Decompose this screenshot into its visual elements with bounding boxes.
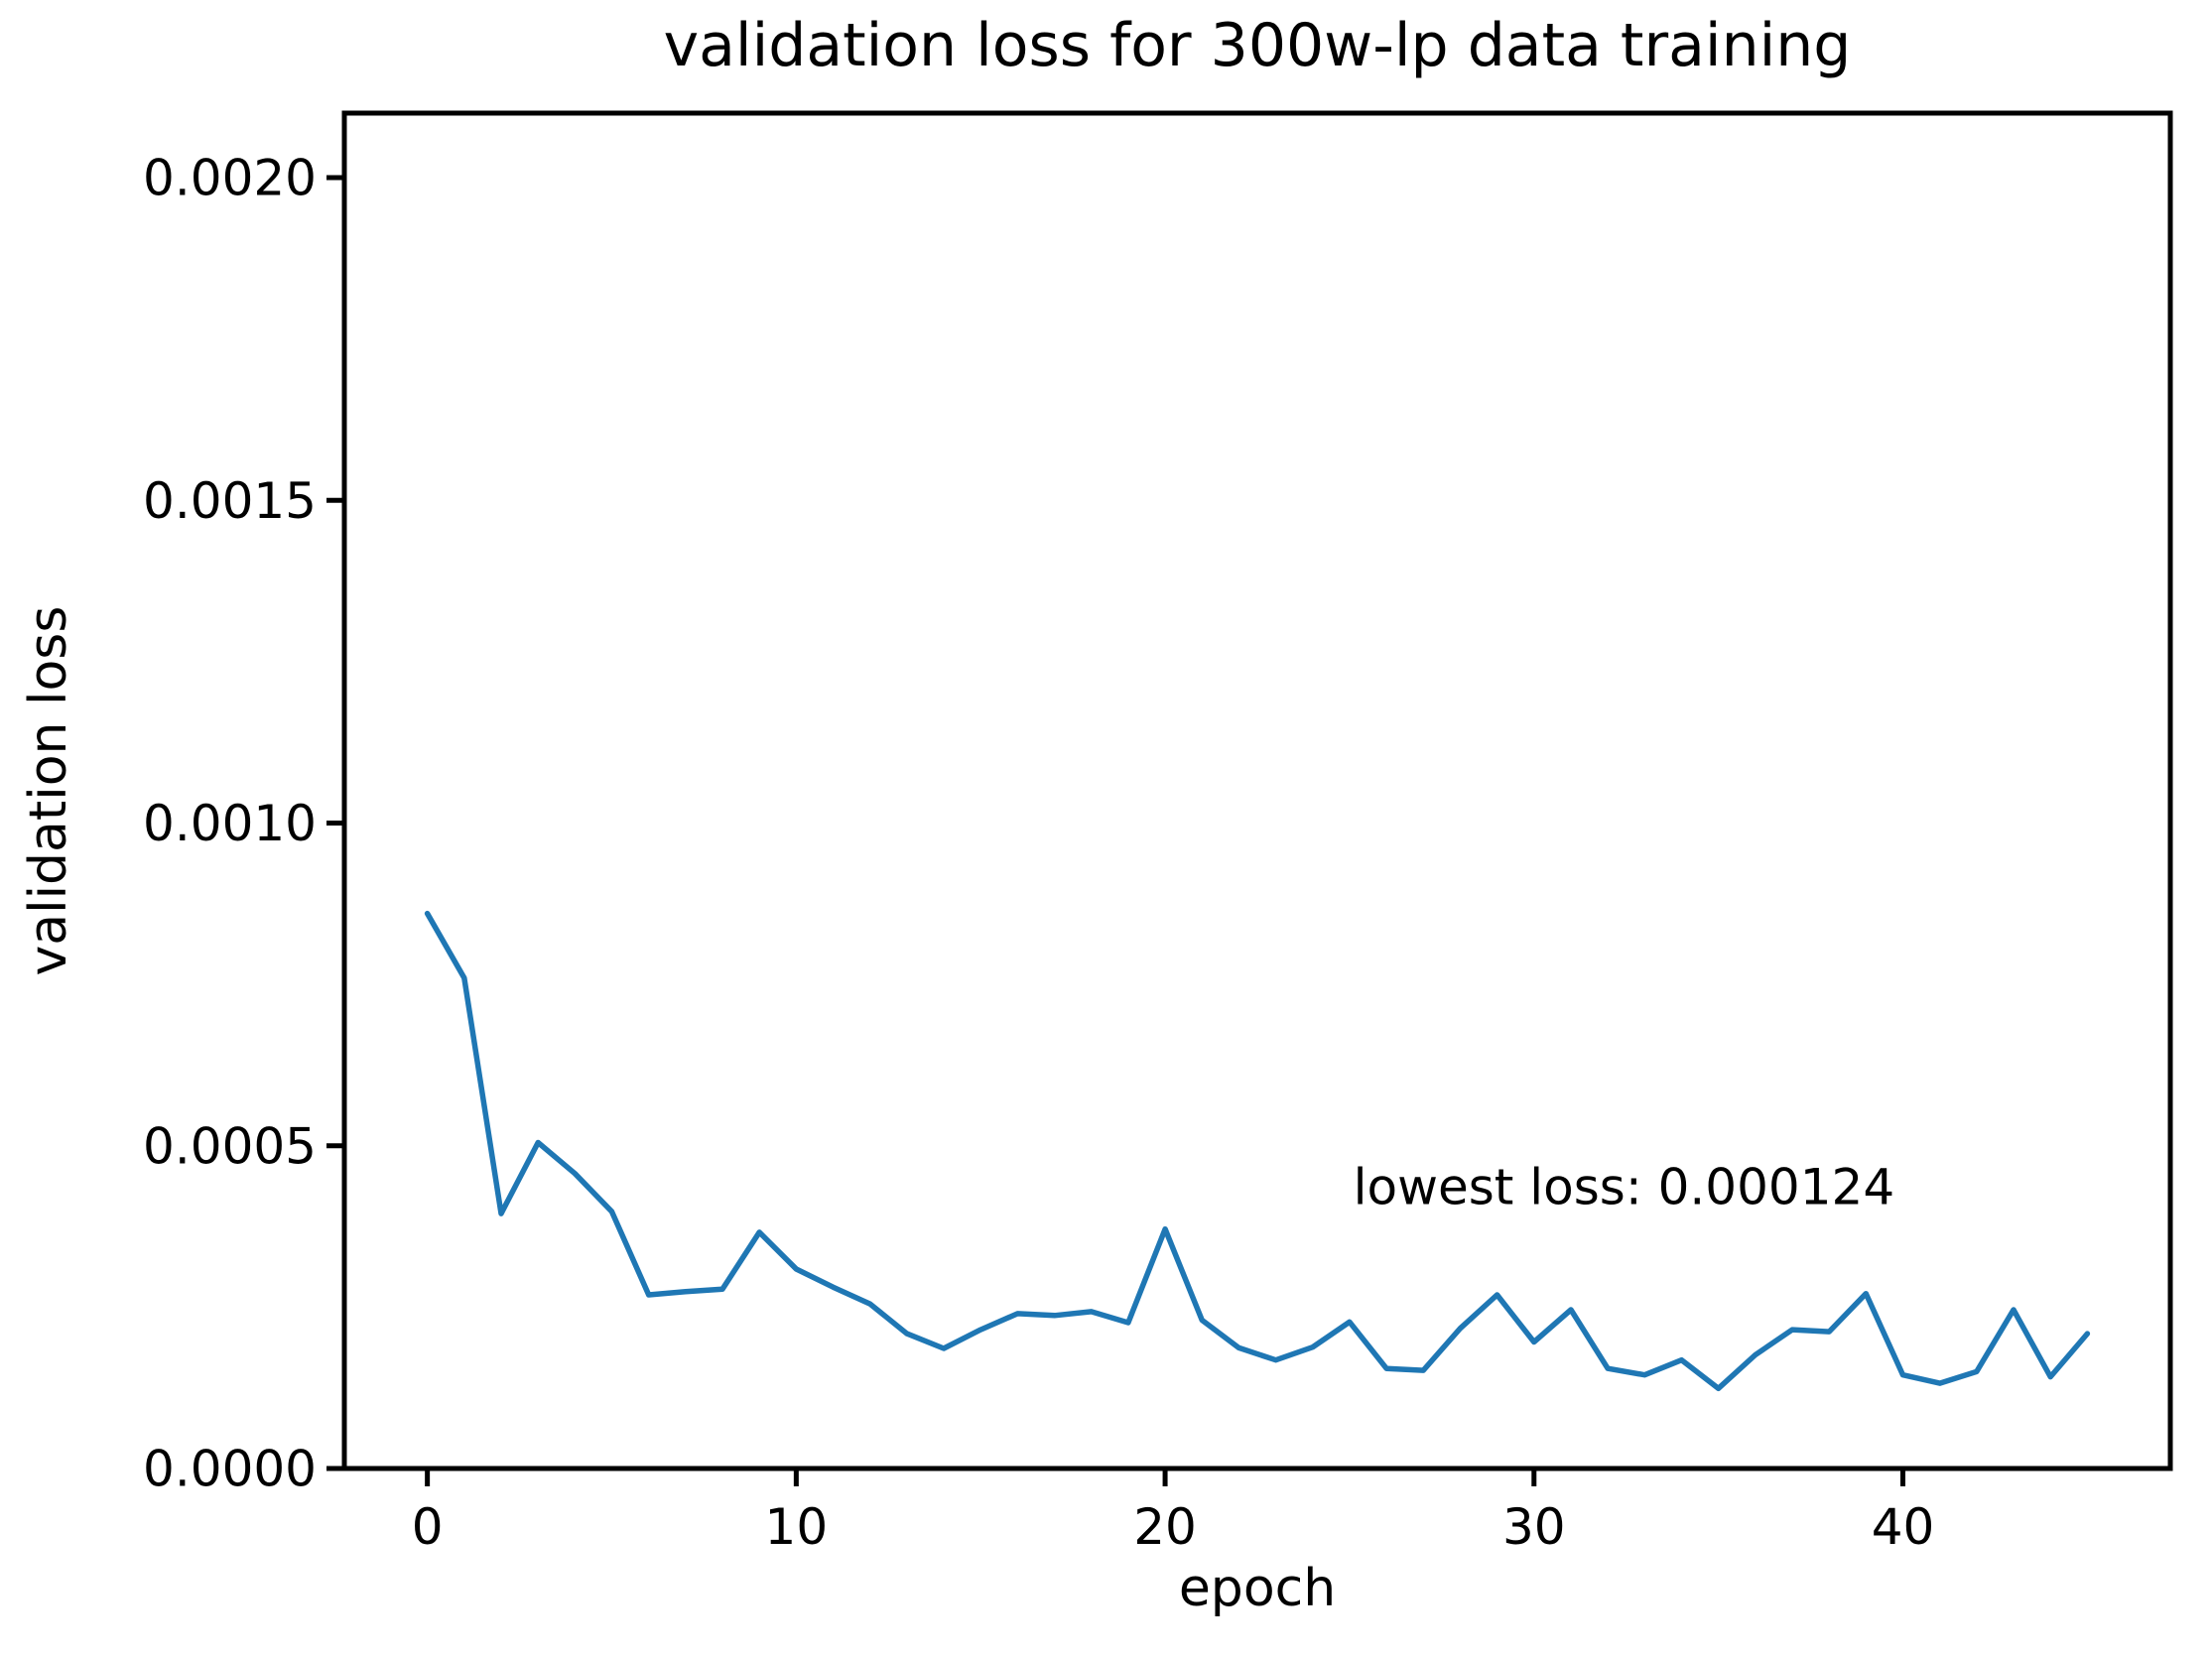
y-tick-label: 0.0000 (143, 1441, 317, 1498)
y-tick-label: 0.0005 (143, 1117, 317, 1175)
y-axis-label: validation loss (19, 606, 78, 976)
x-tick-label: 20 (1133, 1498, 1197, 1556)
x-axis-label: epoch (1179, 1559, 1336, 1618)
x-tick-label: 0 (412, 1498, 444, 1556)
x-tick-label: 30 (1502, 1498, 1566, 1556)
y-tick-label: 0.0010 (143, 795, 317, 852)
chart-title: validation loss for 300w-lp data trainin… (664, 11, 1852, 80)
y-tick-label: 0.0015 (143, 472, 317, 530)
y-axis-ticks: 0.0000 0.0005 0.0010 0.0015 0.0020 (143, 150, 344, 1498)
x-axis-ticks: 0 10 20 30 40 (412, 1468, 1935, 1556)
y-tick-label: 0.0020 (143, 150, 317, 207)
x-tick-label: 40 (1872, 1498, 1935, 1556)
x-tick-label: 10 (765, 1498, 829, 1556)
plot-area-border (341, 110, 2173, 1471)
validation-loss-line (424, 910, 2091, 1392)
lowest-loss-annotation: lowest loss: 0.000124 (1354, 1158, 1895, 1215)
